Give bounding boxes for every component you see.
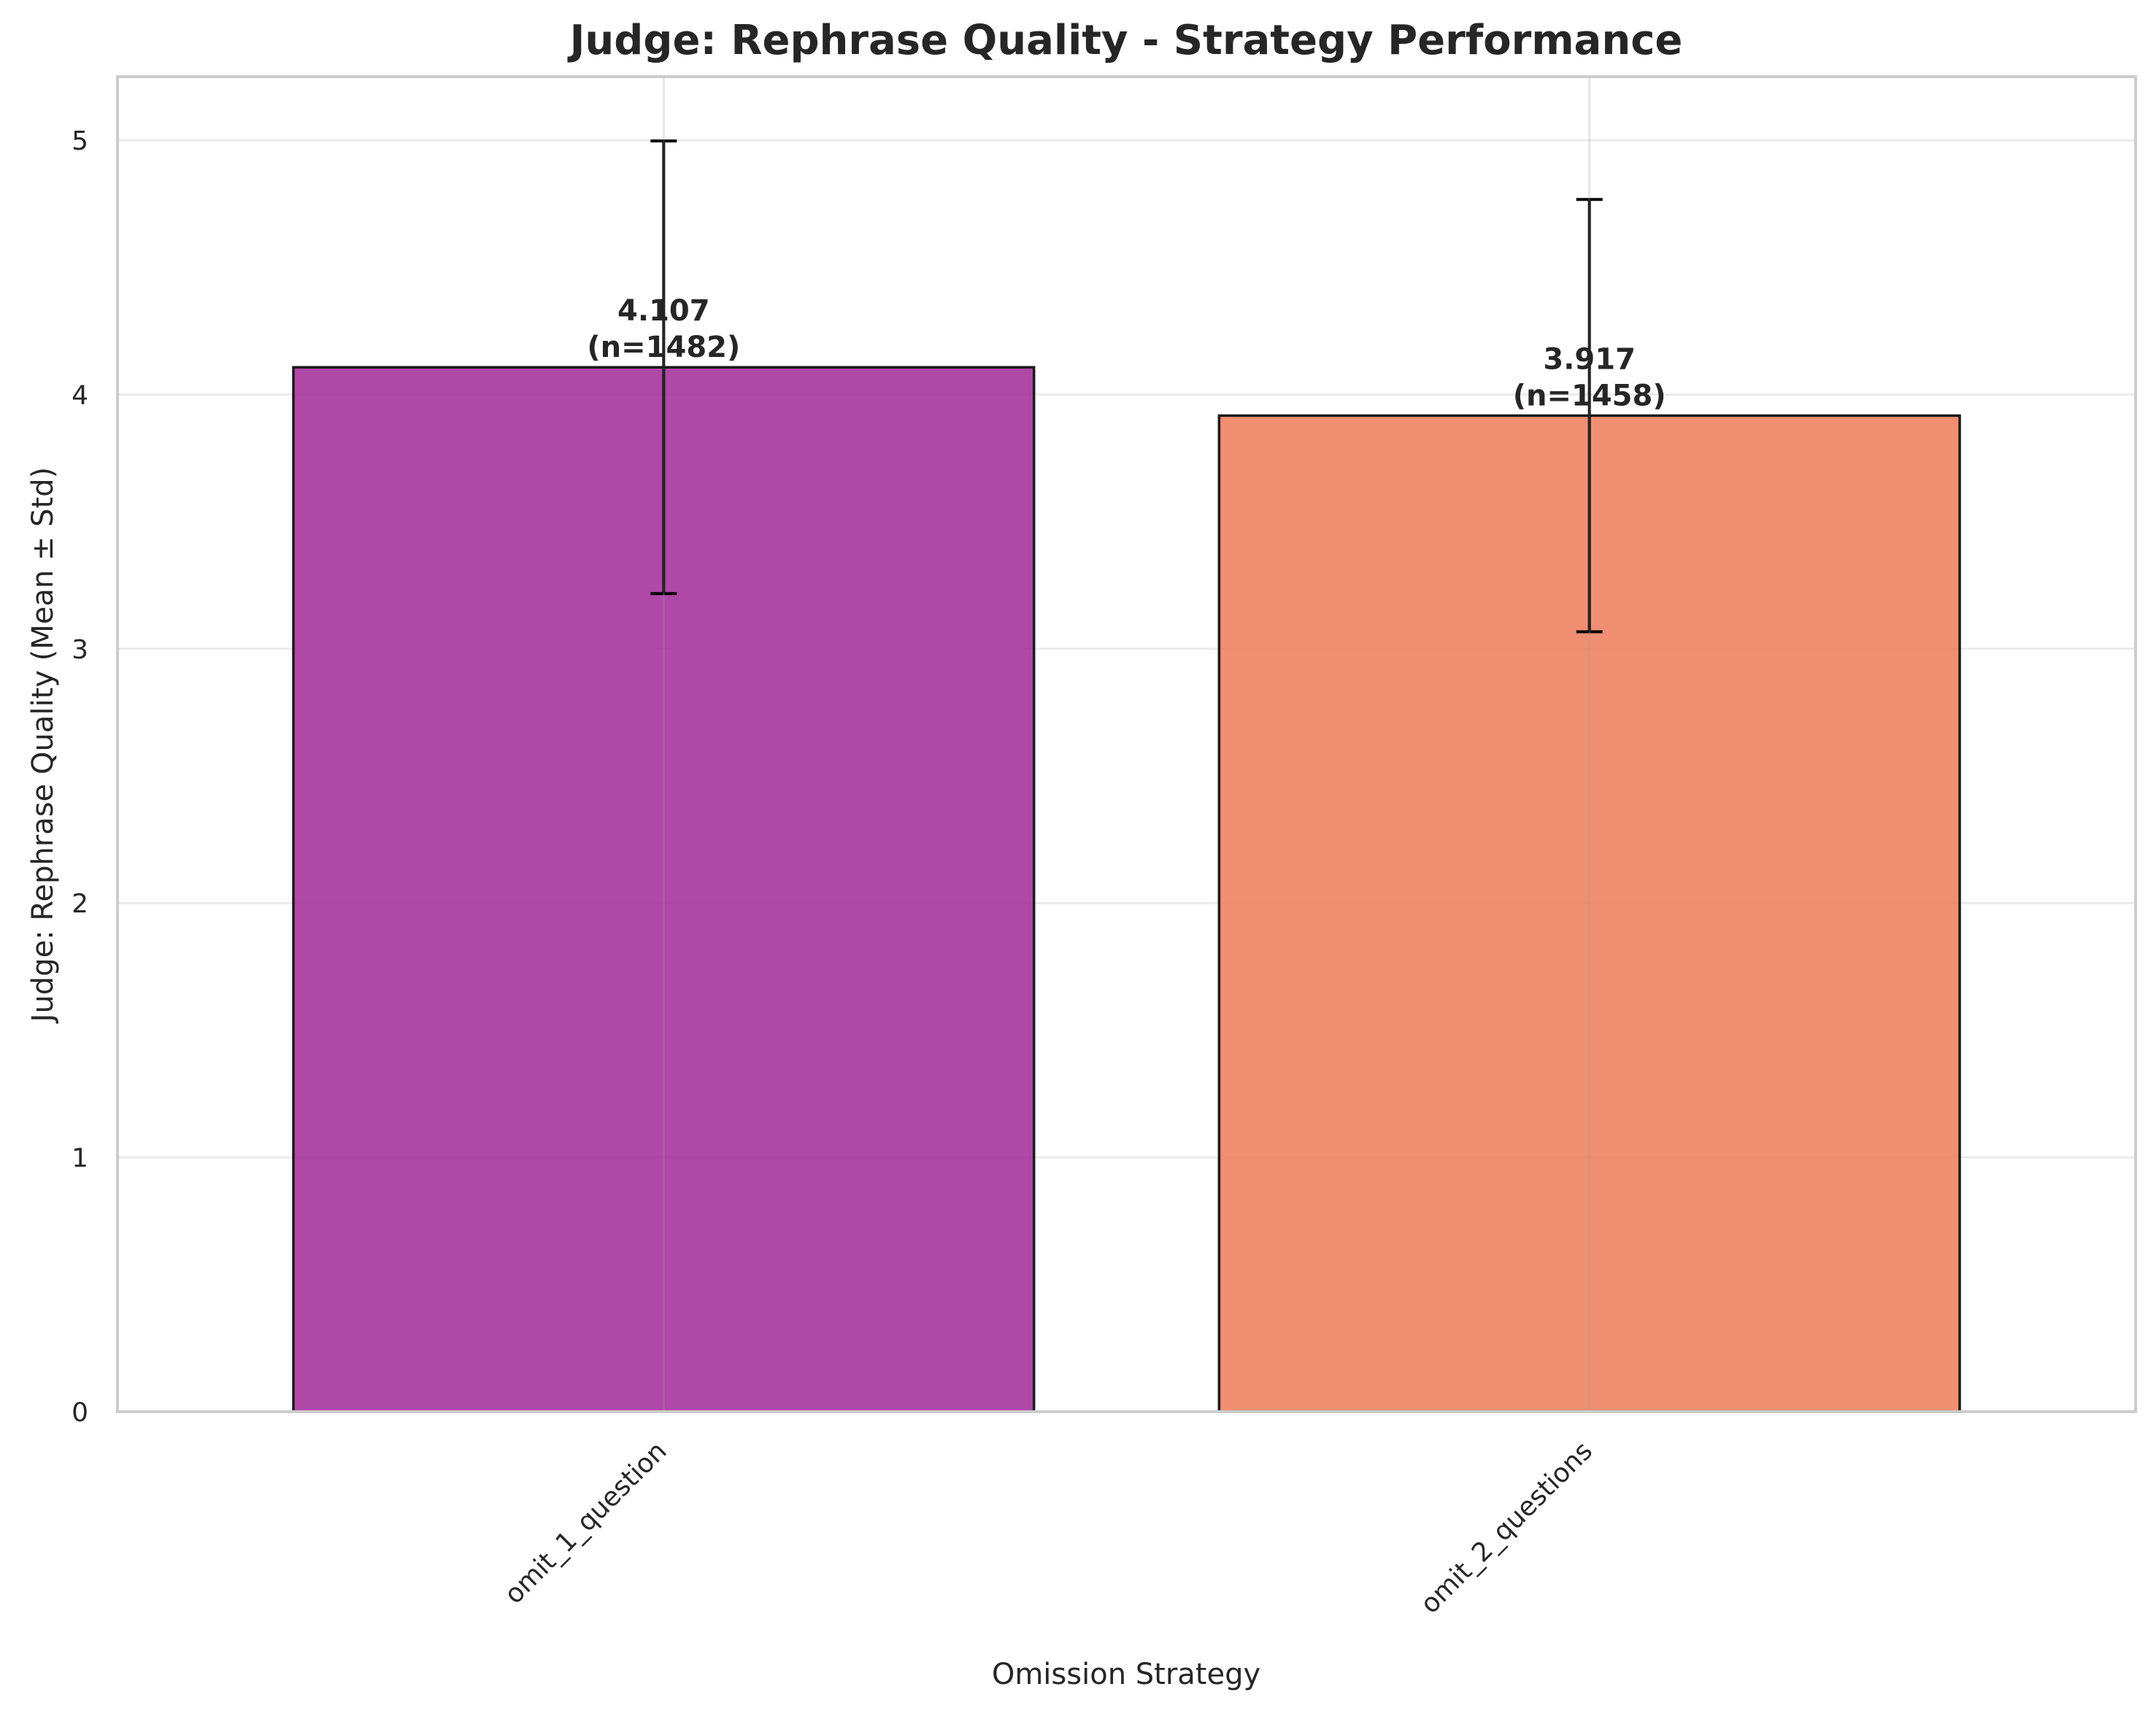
y-axis-label: Judge: Rephrase Quality (Mean ± Std) (26, 467, 60, 1024)
data-label-n-omit_2_questions: (n=1458) (1513, 379, 1666, 412)
y-tick-label-5: 5 (72, 126, 88, 156)
y-tick-label-3: 3 (72, 635, 88, 665)
data-label-value-omit_2_questions: 3.917 (1543, 342, 1636, 376)
y-tick-label-1: 1 (72, 1144, 88, 1174)
y-tick-label-0: 0 (72, 1398, 88, 1428)
data-label-n-omit_1_question: (n=1482) (587, 331, 740, 364)
y-tick-label-2: 2 (72, 889, 88, 919)
plot-frame (116, 75, 2137, 1413)
y-tick-labels: 0 1 2 3 4 5 (72, 126, 88, 1428)
y-tick-label-4: 4 (72, 380, 88, 410)
x-axis-label: Omission Strategy (992, 1658, 1260, 1691)
x-grid-lines (662, 77, 1591, 1412)
error-bars (650, 139, 1603, 634)
data-labels: 4.107(n=1482) 3.917(n=1458) (587, 294, 1666, 412)
data-label-value-omit_1_question: 4.107 (617, 294, 710, 328)
chart-title: Judge: Rephrase Quality - Strategy Perfo… (567, 17, 1683, 64)
